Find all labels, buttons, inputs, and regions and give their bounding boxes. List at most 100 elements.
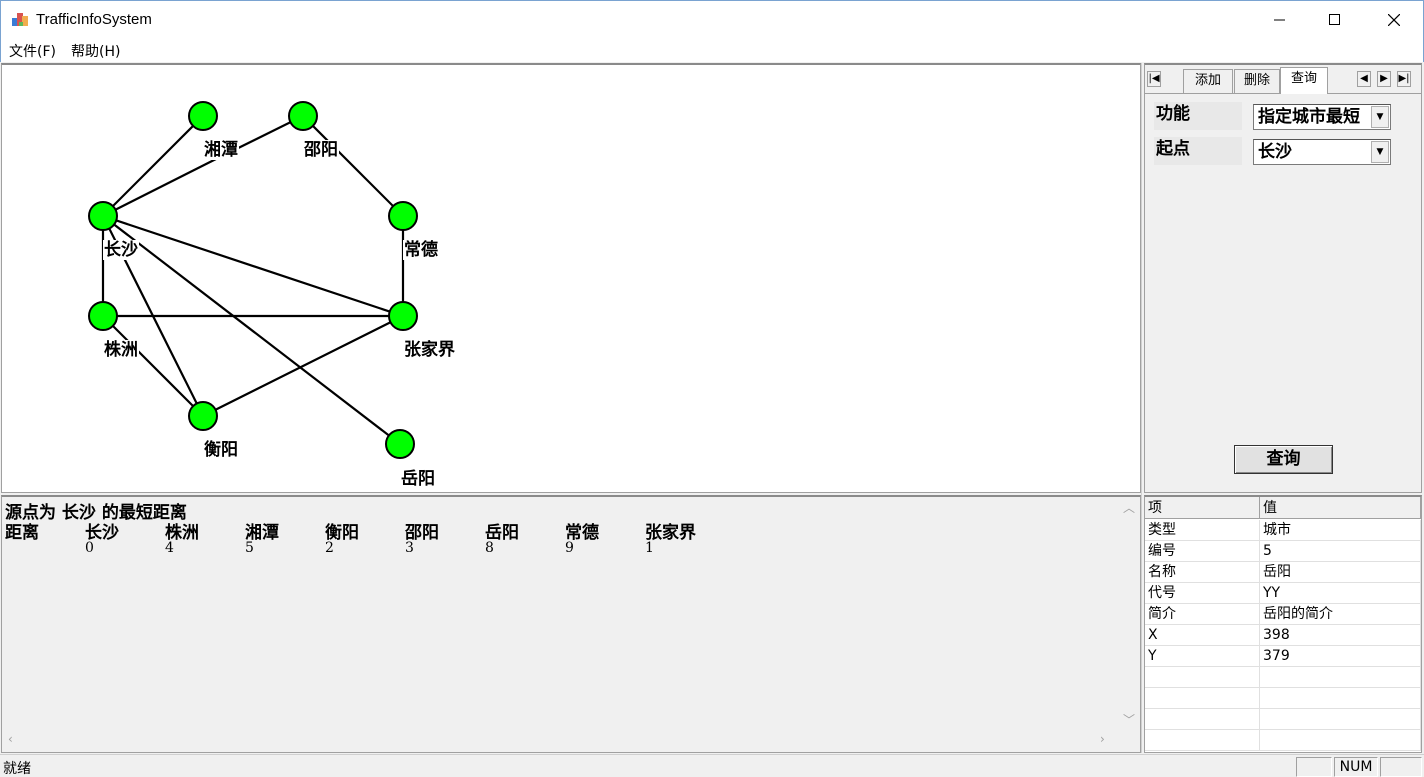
tab-prev-icon[interactable]: ◀ xyxy=(1357,71,1371,87)
output-column-header: 长沙 xyxy=(85,523,119,543)
prop-row[interactable]: 类型 城市 xyxy=(1145,520,1421,541)
prop-value xyxy=(1260,709,1421,730)
output-column-header: 衡阳 xyxy=(325,523,359,543)
prop-key: 简介 xyxy=(1145,604,1260,625)
prop-value: YY xyxy=(1260,583,1421,604)
vertical-splitter[interactable] xyxy=(1141,63,1144,753)
output-row-label: 距离 xyxy=(5,523,39,543)
tab-query[interactable]: 查询 xyxy=(1280,67,1328,94)
prop-row[interactable]: 名称 岳阳 xyxy=(1145,562,1421,583)
prop-row[interactable] xyxy=(1145,730,1421,751)
prop-value: 398 xyxy=(1260,625,1421,646)
node-xiangtan[interactable] xyxy=(188,101,218,131)
output-column-header: 张家界 xyxy=(645,523,696,543)
query-button[interactable]: 查询 xyxy=(1234,445,1333,474)
menu-help[interactable]: 帮助(H) xyxy=(71,44,121,60)
prop-key: 编号 xyxy=(1145,541,1260,562)
prop-row[interactable] xyxy=(1145,688,1421,709)
node-yueyang[interactable] xyxy=(385,429,415,459)
prop-key xyxy=(1145,688,1260,709)
prop-key xyxy=(1145,709,1260,730)
chevron-down-icon[interactable]: ▼ xyxy=(1371,141,1389,163)
node-changsha[interactable] xyxy=(88,201,118,231)
label-hengyang: 衡阳 xyxy=(203,440,239,460)
prop-row[interactable]: X 398 xyxy=(1145,625,1421,646)
function-select-value: 指定城市最短 xyxy=(1258,107,1360,127)
output-column-header: 湘潭 xyxy=(245,523,279,543)
node-shaoyang[interactable] xyxy=(288,101,318,131)
status-num: NUM xyxy=(1334,757,1378,777)
chevron-down-icon[interactable]: ▼ xyxy=(1371,106,1389,128)
prop-key: 名称 xyxy=(1145,562,1260,583)
node-zhangjiajie[interactable] xyxy=(388,301,418,331)
node-zhuzhou[interactable] xyxy=(88,301,118,331)
horizontal-scrollbar[interactable]: ‹ › xyxy=(2,731,1118,751)
prop-value xyxy=(1260,730,1421,751)
vertical-scrollbar[interactable]: ︿ ﹀ xyxy=(1119,497,1139,733)
function-select[interactable]: 指定城市最短 ▼ xyxy=(1253,104,1391,130)
tab-first-icon[interactable]: |◀ xyxy=(1147,71,1161,87)
graph-edges xyxy=(101,115,405,445)
window-title: TrafficInfoSystem xyxy=(36,11,152,28)
prop-row[interactable]: Y 379 xyxy=(1145,646,1421,667)
tab-delete[interactable]: 删除 xyxy=(1234,69,1280,93)
prop-value: 岳阳的简介 xyxy=(1260,604,1421,625)
close-button[interactable] xyxy=(1365,1,1423,38)
prop-value: 岳阳 xyxy=(1260,562,1421,583)
title-bar: TrafficInfoSystem xyxy=(0,0,1424,38)
label-changde: 常德 xyxy=(403,240,439,260)
label-zhuzhou: 株洲 xyxy=(103,340,139,360)
start-select[interactable]: 长沙 ▼ xyxy=(1253,139,1391,165)
tab-strip: |◀ 添加 删除 查询 ◀ ▶ ▶| xyxy=(1145,65,1421,94)
prop-row[interactable] xyxy=(1145,709,1421,730)
tab-next-icon[interactable]: ▶ xyxy=(1377,71,1391,87)
tab-last-icon[interactable]: ▶| xyxy=(1397,71,1411,87)
output-distance-value: 8 xyxy=(485,540,494,556)
prop-key: 类型 xyxy=(1145,520,1260,541)
minimize-button[interactable] xyxy=(1251,1,1309,38)
prop-value xyxy=(1260,667,1421,688)
maximize-button[interactable] xyxy=(1306,1,1364,38)
output-panel[interactable]: 源点为 长沙 的最短距离 距离 长沙 0 株洲 4 湘潭 5 衡阳 2 邵阳 3 岳阳 8 常德 9 张家界… xyxy=(1,495,1141,753)
prop-key: X xyxy=(1145,625,1260,646)
node-changde[interactable] xyxy=(388,201,418,231)
output-distance-value: 4 xyxy=(165,540,174,556)
prop-value: 城市 xyxy=(1260,520,1421,541)
prop-key xyxy=(1145,667,1260,688)
graph-view[interactable]: 湘潭 邵阳 长沙 常德 株洲 张家界 衡阳 岳阳 xyxy=(1,63,1141,493)
function-label: 功能 xyxy=(1154,102,1242,130)
edge-shaoyang-changde xyxy=(302,115,404,217)
prop-row[interactable] xyxy=(1145,667,1421,688)
close-icon xyxy=(1388,13,1400,26)
minimize-icon xyxy=(1274,19,1285,20)
prop-row[interactable]: 编号 5 xyxy=(1145,541,1421,562)
tab-add[interactable]: 添加 xyxy=(1183,69,1233,93)
properties-grid: 项 值 类型 城市 编号 5 名称 岳阳 代号 YY 简介 岳阳的简介 X 398 Y 379 xyxy=(1144,495,1422,753)
scroll-left-icon[interactable]: ‹ xyxy=(8,732,13,746)
edge-zhuzhou-hengyang xyxy=(102,315,204,417)
prop-row[interactable]: 代号 YY xyxy=(1145,583,1421,604)
label-zhangjiajie: 张家界 xyxy=(403,340,456,360)
prop-header-value: 值 xyxy=(1260,497,1421,519)
scroll-down-icon[interactable]: ﹀ xyxy=(1123,713,1136,727)
start-select-value: 长沙 xyxy=(1258,142,1292,162)
menu-bar: 文件(F) 帮助(H) xyxy=(0,38,1424,62)
label-yueyang: 岳阳 xyxy=(400,469,436,489)
output-distance-value: 3 xyxy=(405,540,414,556)
scroll-up-icon[interactable]: ︿ xyxy=(1123,501,1136,515)
output-column-header: 常德 xyxy=(565,523,599,543)
output-distance-value: 1 xyxy=(645,540,654,556)
output-column-header: 岳阳 xyxy=(485,523,519,543)
app-icon xyxy=(12,13,28,26)
prop-row[interactable]: 简介 岳阳的简介 xyxy=(1145,604,1421,625)
scroll-right-icon[interactable]: › xyxy=(1100,732,1105,746)
status-text: 就绪 xyxy=(3,761,31,777)
status-pane-blank xyxy=(1296,757,1332,777)
label-xiangtan: 湘潭 xyxy=(203,140,239,160)
edge-changsha-shaoyang xyxy=(102,157,219,217)
output-heading: 源点为 长沙 的最短距离 xyxy=(5,503,187,523)
menu-file[interactable]: 文件(F) xyxy=(9,44,56,60)
node-hengyang[interactable] xyxy=(188,401,218,431)
label-shaoyang: 邵阳 xyxy=(303,140,339,160)
graph-canvas xyxy=(88,101,418,459)
